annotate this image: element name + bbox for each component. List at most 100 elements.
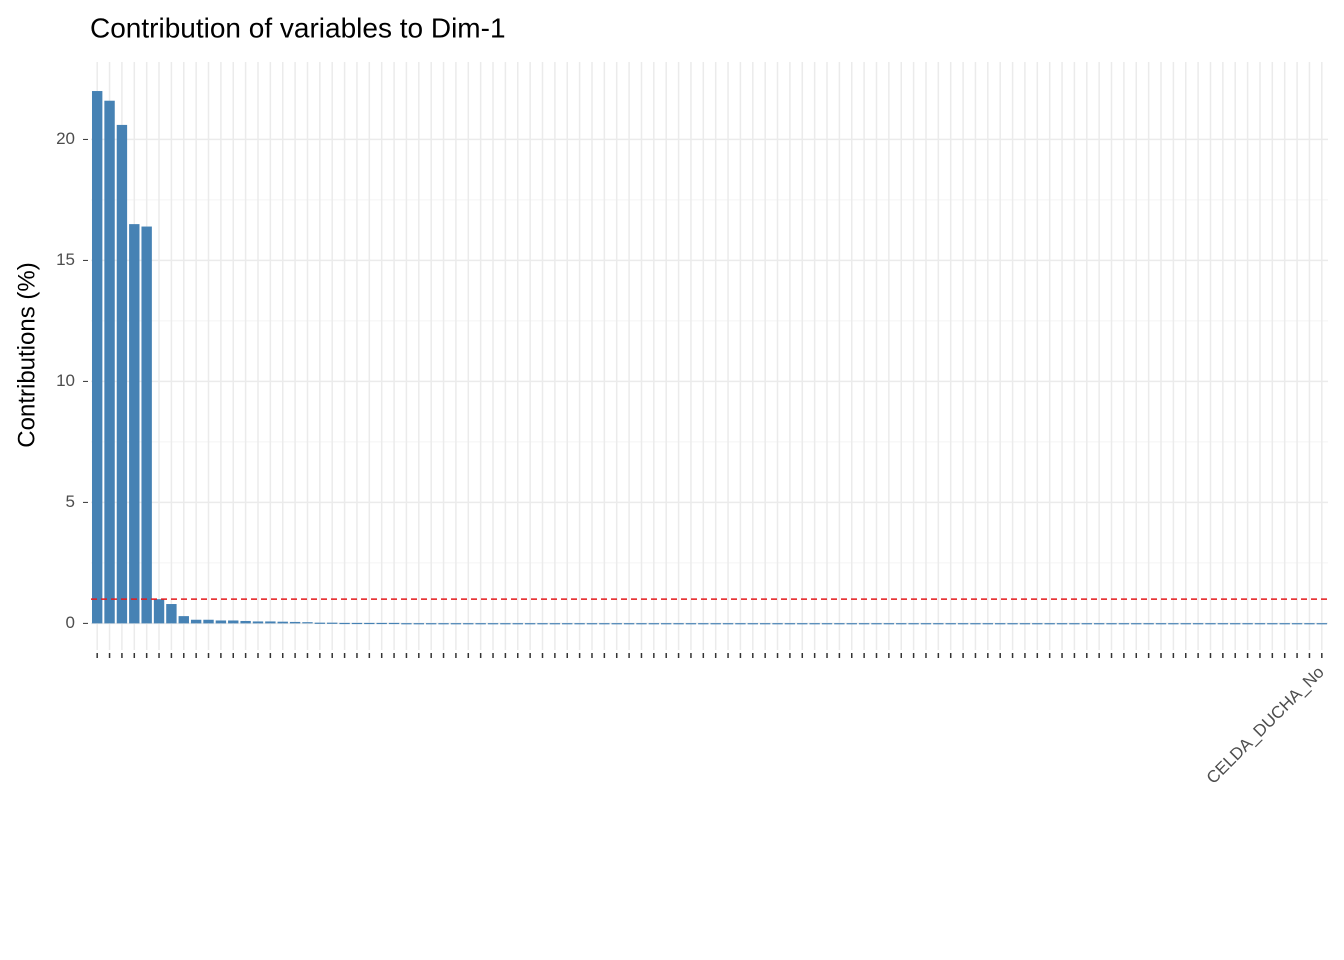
- bar: [611, 623, 622, 625]
- bar: [500, 623, 511, 625]
- bar: [1291, 623, 1303, 625]
- bar: [747, 623, 758, 625]
- bar: [834, 623, 845, 625]
- bar: [463, 623, 474, 625]
- bar: [549, 623, 561, 625]
- bar: [91, 91, 103, 624]
- bar: [636, 623, 647, 625]
- bar: [933, 623, 944, 625]
- bar: [957, 623, 969, 625]
- bar: [1143, 623, 1154, 625]
- bar: [562, 623, 573, 625]
- bar: [1118, 623, 1130, 625]
- bar: [759, 623, 771, 625]
- bar: [475, 623, 486, 625]
- bar: [116, 124, 128, 624]
- bar: [982, 623, 994, 625]
- bar: [685, 623, 697, 625]
- bar: [896, 623, 907, 625]
- bar: [661, 623, 672, 625]
- bar: [289, 621, 301, 624]
- bar: [698, 623, 709, 625]
- bar: [215, 620, 227, 624]
- bar: [574, 623, 585, 625]
- bar: [784, 623, 796, 625]
- bar: [524, 623, 536, 625]
- bar: [364, 622, 375, 625]
- bar: [1242, 623, 1253, 625]
- bar: [772, 623, 783, 625]
- bar: [153, 599, 165, 624]
- bar: [1180, 623, 1191, 625]
- bar: [450, 623, 462, 625]
- bar: [1254, 623, 1266, 625]
- bar: [302, 622, 313, 624]
- bar: [438, 623, 449, 625]
- bar: [821, 623, 833, 625]
- bar: [1217, 623, 1229, 625]
- bar: [104, 100, 115, 624]
- bar: [1267, 623, 1278, 625]
- y-tick-label: 10: [56, 371, 75, 390]
- y-axis-title: Contributions (%): [13, 262, 40, 447]
- bar: [710, 623, 721, 625]
- bar: [1205, 623, 1216, 625]
- bar: [277, 621, 288, 624]
- bar: [809, 623, 820, 625]
- bar: [1192, 623, 1204, 625]
- bar: [228, 620, 239, 624]
- bar: [586, 623, 598, 625]
- bar: [339, 622, 350, 625]
- y-tick-label: 20: [56, 129, 75, 148]
- bar: [265, 621, 276, 624]
- bar: [1044, 623, 1055, 625]
- bar: [190, 619, 202, 624]
- x-tick-label: CELDA_DUCHA_No: [1203, 663, 1328, 788]
- y-tick-label: 15: [56, 250, 75, 269]
- bar: [413, 623, 425, 625]
- bar: [735, 623, 746, 625]
- bar: [797, 623, 808, 625]
- bar: [648, 623, 660, 625]
- bar: [970, 623, 981, 625]
- bar: [1019, 623, 1031, 625]
- bar: [1007, 623, 1018, 625]
- bar: [623, 623, 635, 625]
- bar: [1155, 623, 1167, 625]
- bar: [141, 226, 152, 624]
- bar: [1304, 623, 1315, 625]
- bar: [537, 623, 548, 625]
- bar: [252, 621, 264, 624]
- bar: [1168, 623, 1179, 625]
- bar: [240, 620, 251, 624]
- bar: [994, 623, 1006, 625]
- bar: [871, 623, 882, 625]
- bar: [1056, 623, 1068, 625]
- bar: [920, 623, 932, 625]
- bar: [673, 623, 684, 625]
- chart-title: Contribution of variables to Dim-1: [90, 12, 506, 43]
- bar: [1279, 623, 1290, 625]
- bar: [166, 604, 177, 624]
- bar: [1093, 623, 1105, 625]
- bar: [351, 622, 363, 625]
- bar: [376, 622, 387, 625]
- bar: [858, 623, 870, 625]
- bar: [425, 623, 437, 625]
- bar: [1131, 623, 1142, 625]
- bar: [599, 623, 610, 625]
- y-tick-label: 0: [66, 613, 75, 632]
- bar: [129, 224, 140, 624]
- bar: [327, 622, 338, 624]
- bar: [883, 623, 895, 625]
- y-tick-label: 5: [66, 492, 75, 511]
- bar: [1106, 623, 1117, 625]
- bar: [722, 623, 734, 625]
- bar: [178, 616, 189, 624]
- bar: [314, 622, 326, 624]
- bar: [1230, 623, 1241, 625]
- bar: [945, 623, 956, 625]
- bar: [1032, 623, 1043, 625]
- bar: [1081, 623, 1092, 625]
